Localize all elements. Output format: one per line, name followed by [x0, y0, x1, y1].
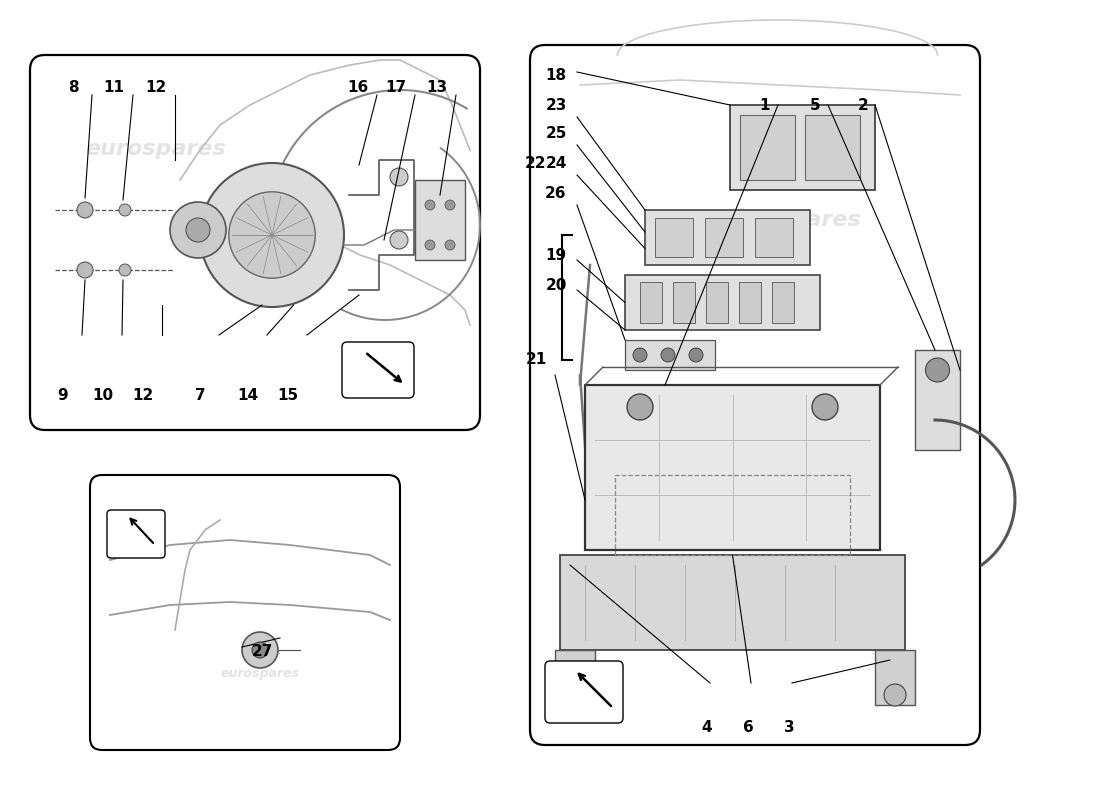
Circle shape	[242, 632, 278, 668]
Bar	[772, 282, 794, 323]
Text: 19: 19	[546, 247, 566, 262]
Bar	[556, 650, 595, 705]
Text: 15: 15	[277, 387, 298, 402]
Text: 14: 14	[238, 387, 258, 402]
Text: 12: 12	[132, 387, 154, 402]
Bar	[874, 650, 915, 705]
Text: 25: 25	[546, 126, 566, 141]
Circle shape	[390, 168, 408, 186]
Circle shape	[627, 394, 653, 420]
Text: 6: 6	[742, 719, 754, 734]
Circle shape	[661, 348, 675, 362]
FancyBboxPatch shape	[90, 475, 400, 750]
Text: 26: 26	[546, 186, 566, 201]
Text: 3: 3	[783, 719, 794, 734]
Bar	[739, 282, 761, 323]
Text: 22: 22	[526, 155, 547, 170]
Bar	[706, 282, 728, 323]
Text: 10: 10	[92, 387, 113, 402]
Circle shape	[77, 262, 94, 278]
Text: 4: 4	[702, 719, 713, 734]
Bar	[673, 282, 695, 323]
Text: 27: 27	[251, 645, 273, 659]
Text: eurospares: eurospares	[720, 210, 861, 230]
Bar	[640, 282, 662, 323]
Circle shape	[119, 264, 131, 276]
Bar	[645, 210, 810, 265]
Circle shape	[446, 240, 455, 250]
Circle shape	[812, 394, 838, 420]
Circle shape	[632, 348, 647, 362]
FancyBboxPatch shape	[30, 55, 480, 430]
Text: 21: 21	[526, 353, 547, 367]
Bar	[805, 115, 860, 180]
Circle shape	[77, 202, 94, 218]
Circle shape	[564, 684, 586, 706]
Text: 1: 1	[760, 98, 770, 113]
Bar	[625, 275, 820, 330]
FancyBboxPatch shape	[544, 661, 623, 723]
Bar	[915, 350, 960, 450]
Bar	[705, 218, 742, 257]
Circle shape	[925, 358, 949, 382]
Circle shape	[446, 200, 455, 210]
FancyBboxPatch shape	[530, 45, 980, 745]
Text: eurospares: eurospares	[221, 666, 300, 679]
Text: 12: 12	[145, 79, 166, 94]
Circle shape	[884, 684, 906, 706]
Circle shape	[425, 240, 435, 250]
Text: 23: 23	[546, 98, 566, 113]
Circle shape	[689, 348, 703, 362]
Circle shape	[119, 204, 131, 216]
Bar	[625, 340, 715, 370]
FancyBboxPatch shape	[107, 510, 165, 558]
Circle shape	[229, 192, 316, 278]
Text: 16: 16	[348, 79, 369, 94]
Circle shape	[252, 642, 268, 658]
Text: 17: 17	[385, 79, 407, 94]
Text: 8: 8	[68, 79, 78, 94]
Circle shape	[186, 218, 210, 242]
Circle shape	[390, 231, 408, 249]
Text: 7: 7	[195, 387, 206, 402]
Text: 2: 2	[858, 98, 868, 113]
Bar	[585, 385, 880, 550]
Bar	[755, 218, 793, 257]
Text: 20: 20	[546, 278, 566, 293]
Text: 9: 9	[57, 387, 68, 402]
Text: 13: 13	[427, 79, 448, 94]
Circle shape	[170, 202, 226, 258]
Text: eurospares: eurospares	[86, 138, 227, 158]
Bar	[560, 555, 905, 650]
Bar	[415, 180, 465, 260]
Text: 11: 11	[103, 79, 124, 94]
Text: 24: 24	[546, 155, 566, 170]
Circle shape	[425, 200, 435, 210]
Bar	[654, 218, 693, 257]
Bar	[730, 105, 875, 190]
Bar	[740, 115, 795, 180]
Text: 5: 5	[810, 98, 821, 113]
Circle shape	[200, 163, 344, 307]
Text: 18: 18	[546, 69, 566, 83]
FancyBboxPatch shape	[342, 342, 414, 398]
